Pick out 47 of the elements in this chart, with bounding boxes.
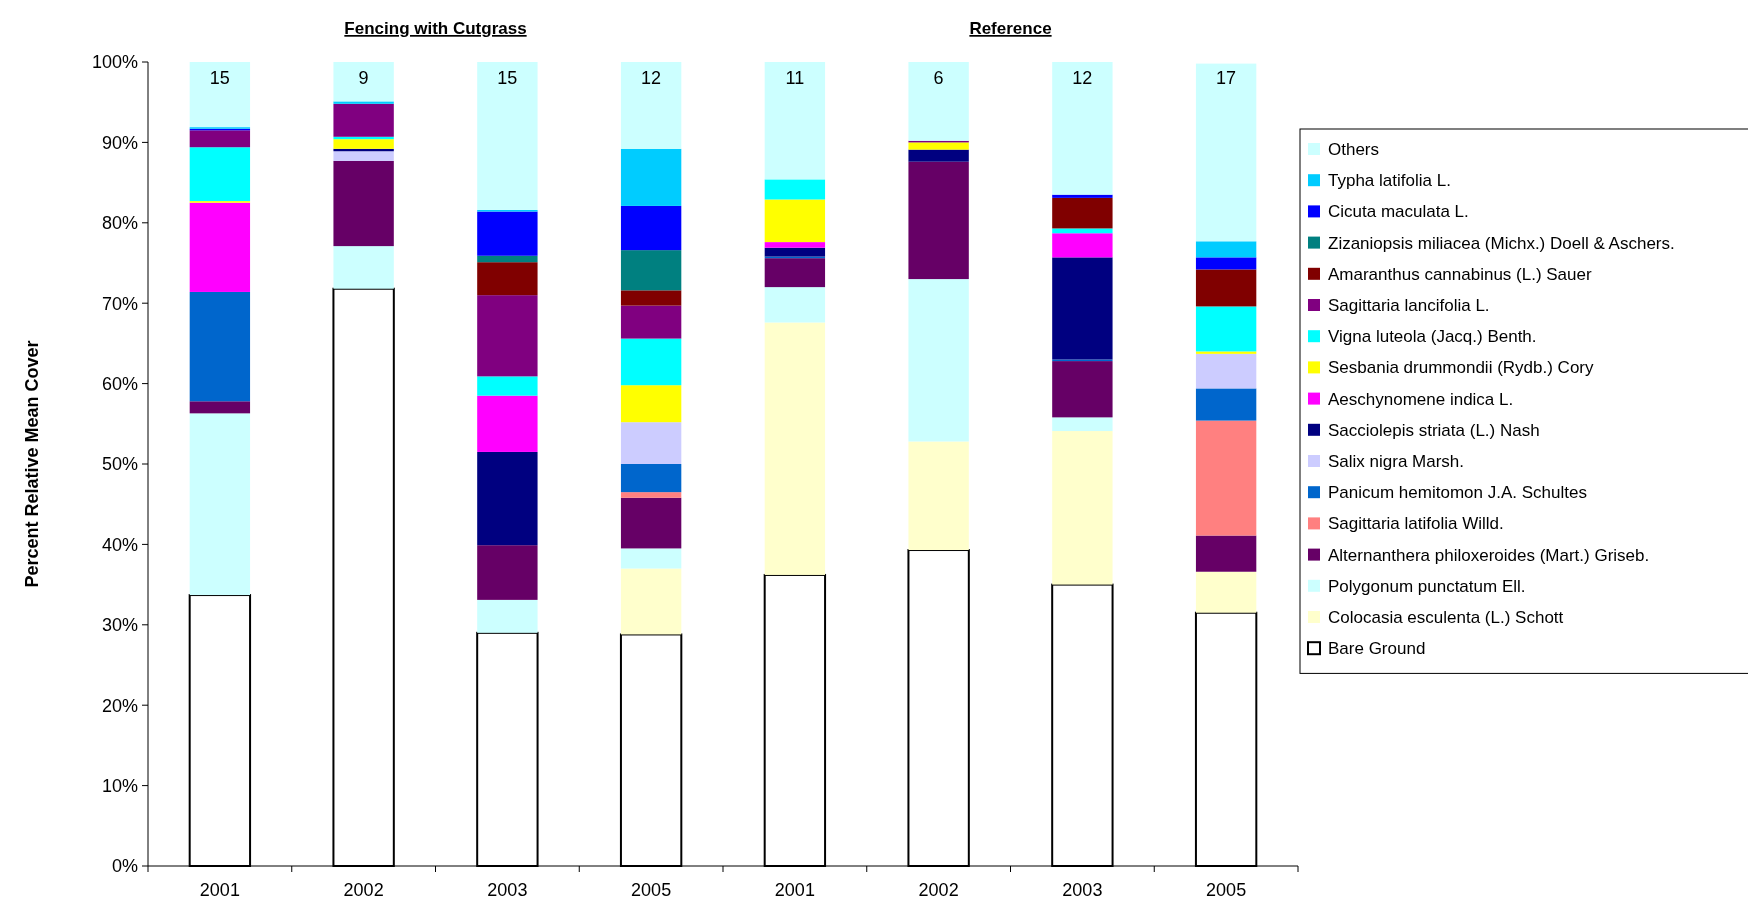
x-tick-label: 2005: [1206, 880, 1247, 900]
legend-label: Others: [1328, 139, 1380, 159]
y-tick-label: 30%: [101, 615, 138, 636]
legend-label: Sacciolepis striata (L.) Nash: [1328, 420, 1540, 440]
x-tick-label: 2005: [631, 880, 672, 900]
y-tick-label: 0%: [111, 856, 138, 877]
y-axis-title: Percent Relative Mean Cover: [22, 340, 42, 588]
legend-label: Salix nigra Marsh.: [1328, 451, 1465, 471]
x-tick-label: 2003: [487, 880, 528, 900]
y-tick-label: 90%: [101, 132, 138, 153]
x-tick-label: 2001: [199, 880, 240, 900]
legend-label: Sesbania drummondii (Rydb.) Cory: [1328, 358, 1594, 378]
legend-label: Bare Ground: [1328, 639, 1426, 659]
legend-label: Amaranthus cannabinus (L.) Sauer: [1328, 264, 1592, 284]
y-tick-label: 70%: [101, 293, 138, 314]
annotation: 12: [641, 68, 662, 88]
annotation: 11: [785, 68, 805, 88]
y-tick-label: 40%: [101, 534, 138, 555]
annotation: 15: [209, 68, 230, 88]
y-tick-label: 60%: [101, 373, 138, 394]
x-tick-label: 2002: [918, 880, 959, 900]
annotation: 6: [933, 68, 944, 88]
x-tick-label: 2003: [1062, 880, 1103, 900]
legend-label: Sagittaria lancifolia L.: [1328, 295, 1490, 315]
text: Fencing with Cutgrass: [344, 19, 527, 38]
x-tick-label: 2002: [343, 880, 384, 900]
legend-label: Vigna luteola (Jacq.) Benth.: [1328, 327, 1537, 347]
legend-label: Zizaniopsis miliacea (Michx.) Doell & Aschers.: [1328, 233, 1675, 253]
legend-label: Cicuta maculata L.: [1328, 202, 1469, 222]
x-tick-label: 2001: [774, 880, 815, 900]
y-tick-label: 50%: [101, 454, 138, 475]
y-tick-label: 10%: [101, 775, 138, 796]
legend-label: Colocasia esculenta (L.) Schott: [1328, 607, 1564, 627]
y-tick-label: 20%: [101, 695, 138, 716]
legend-label: Typha latifolia L.: [1328, 171, 1451, 191]
y-tick-label: 100%: [91, 52, 138, 73]
y-tick-label: 80%: [101, 213, 138, 234]
legend-label: Sagittaria latifolia Willd.: [1328, 514, 1504, 534]
legend-label: Alternanthera philoxeroides (Mart.) Griseb.: [1328, 545, 1650, 565]
annotation: 9: [358, 68, 369, 88]
annotation: 15: [497, 68, 518, 88]
legend-label: Panicum hemitomon J.A. Schultes: [1328, 483, 1587, 503]
legend-label: Polygonum punctatum Ell.: [1328, 576, 1526, 596]
annotation: 12: [1072, 68, 1093, 88]
text: Reference: [969, 19, 1052, 38]
annotation: 17: [1216, 68, 1237, 88]
legend-label: Aeschynomene indica L.: [1328, 389, 1514, 409]
